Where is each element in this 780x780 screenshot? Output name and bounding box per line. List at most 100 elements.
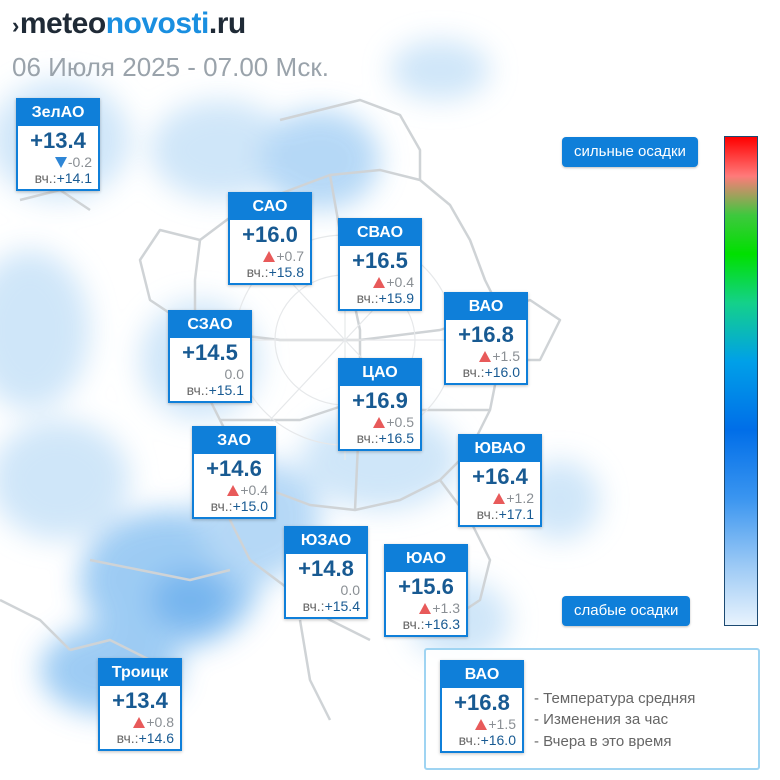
logo-part-domain: .ru xyxy=(208,7,246,40)
district-card: Троицк +13.4 +0.8 вч.:+14.6 xyxy=(98,658,182,751)
district-yesterday-value: +15.1 xyxy=(208,382,244,398)
district-card: ВАО +16.8 +1.5 вч.:+16.0 xyxy=(444,292,528,385)
district-change-value: +1.2 xyxy=(506,490,534,506)
district-name: ЮЗАО xyxy=(286,528,366,554)
trend-up-icon xyxy=(475,719,488,730)
district-yesterday: вч.:+16.3 xyxy=(386,616,466,635)
district-card: ЗелАО +13.4 -0.2 вч.:+14.1 xyxy=(16,98,100,191)
district-yesterday-value: +15.9 xyxy=(378,290,414,306)
district-change: +0.4 xyxy=(340,274,420,290)
district-card: ЦАО +16.9 +0.5 вч.:+16.5 xyxy=(338,358,422,451)
yesterday-label: вч.: xyxy=(356,290,379,306)
district-change: +1.3 xyxy=(386,600,466,616)
district-yesterday: вч.:+14.1 xyxy=(18,170,98,189)
district-yesterday-value: +15.4 xyxy=(324,598,360,614)
district-card: ЗАО +14.6 +0.4 вч.:+15.0 xyxy=(192,426,276,519)
district-change: +1.2 xyxy=(460,490,540,506)
district-change: +1.5 xyxy=(446,348,526,364)
legend-sample-name: ВАО xyxy=(442,662,522,688)
yesterday-label: вч.: xyxy=(210,498,233,514)
district-yesterday-value: +15.8 xyxy=(268,264,304,280)
district-yesterday: вч.:+15.8 xyxy=(230,264,310,283)
district-name: ЮВАО xyxy=(460,436,540,462)
forecast-datetime: 06 Июля 2025 - 07.00 Мск. xyxy=(12,52,330,82)
trend-up-icon xyxy=(227,485,240,496)
yesterday-label: вч.: xyxy=(356,430,379,446)
district-name: ЗелАО xyxy=(18,100,98,126)
district-change-value: +1.3 xyxy=(432,600,460,616)
yesterday-label: вч.: xyxy=(458,732,481,748)
district-card: СЗАО +14.5 0.0 вч.:+15.1 xyxy=(168,310,252,403)
district-name: ЮАО xyxy=(386,546,466,572)
district-yesterday-value: +16.0 xyxy=(484,364,520,380)
yesterday-label: вч.: xyxy=(476,506,499,522)
district-name: Троицк xyxy=(100,660,180,686)
legend-line-change: - Изменения за час xyxy=(534,711,669,728)
district-yesterday: вч.:+15.4 xyxy=(286,598,366,617)
trend-up-icon xyxy=(493,493,506,504)
site-logo: ›meteonovosti.ru xyxy=(12,6,246,44)
district-temp: +16.9 xyxy=(352,388,408,413)
legend-sample-temp: +16.8 xyxy=(454,690,510,715)
yesterday-label: вч.: xyxy=(34,170,57,186)
district-change-value: +0.4 xyxy=(240,482,268,498)
trend-up-icon xyxy=(133,717,146,728)
scale-label-light: слабые осадки xyxy=(562,596,691,626)
legend-sample-change: +1.5 xyxy=(442,716,522,732)
district-card: САО +16.0 +0.7 вч.:+15.8 xyxy=(228,192,312,285)
district-change-value: +0.5 xyxy=(386,414,414,430)
district-change: +0.5 xyxy=(340,414,420,430)
district-card: ЮЗАО +14.8 0.0 вч.:+15.4 xyxy=(284,526,368,619)
precipitation-scale-bar xyxy=(724,136,758,626)
logo-part-meteo: meteo xyxy=(19,7,106,40)
district-temp: +14.8 xyxy=(298,556,354,581)
logo-part-novosti: novosti xyxy=(105,7,210,40)
trend-up-icon xyxy=(263,251,276,262)
district-change-value: 0.0 xyxy=(340,582,360,598)
district-change: +0.8 xyxy=(100,714,180,730)
scale-label-heavy: сильные осадки xyxy=(562,137,698,167)
district-temp: +14.5 xyxy=(182,340,238,365)
district-name: ЦАО xyxy=(340,360,420,386)
district-card: ЮАО +15.6 +1.3 вч.:+16.3 xyxy=(384,544,468,637)
district-temp: +16.0 xyxy=(242,222,298,247)
legend-sample-yesterday-value: +16.0 xyxy=(480,732,516,748)
district-temp: +16.5 xyxy=(352,248,408,273)
district-yesterday: вч.:+17.1 xyxy=(460,506,540,525)
district-change-value: 0.0 xyxy=(224,366,244,382)
district-change: 0.0 xyxy=(170,366,250,382)
district-temp: +14.6 xyxy=(206,456,262,481)
district-yesterday: вч.:+16.5 xyxy=(340,430,420,449)
yesterday-label: вч.: xyxy=(186,382,209,398)
legend-sample-yesterday: вч.:+16.0 xyxy=(442,732,522,751)
legend-sample-card: ВАО +16.8 +1.5 вч.:+16.0 xyxy=(440,660,524,753)
district-yesterday: вч.:+16.0 xyxy=(446,364,526,383)
district-yesterday: вч.:+15.0 xyxy=(194,498,274,517)
district-name: СЗАО xyxy=(170,312,250,338)
yesterday-label: вч.: xyxy=(462,364,485,380)
district-name: ЗАО xyxy=(194,428,274,454)
district-card: ЮВАО +16.4 +1.2 вч.:+17.1 xyxy=(458,434,542,527)
legend-line-yesterday: - Вчера в это время xyxy=(534,733,672,750)
district-yesterday: вч.:+15.1 xyxy=(170,382,250,401)
district-name: СВАО xyxy=(340,220,420,246)
district-yesterday: вч.:+15.9 xyxy=(340,290,420,309)
district-yesterday-value: +16.3 xyxy=(424,616,460,632)
district-yesterday-value: +16.5 xyxy=(378,430,414,446)
legend-sample-change-value: +1.5 xyxy=(488,716,516,732)
trend-up-icon xyxy=(419,603,432,614)
district-yesterday-value: +14.6 xyxy=(138,730,174,746)
logo-mark-icon: › xyxy=(12,13,19,38)
trend-up-icon xyxy=(479,351,492,362)
district-yesterday-value: +17.1 xyxy=(498,506,534,522)
district-temp: +16.4 xyxy=(472,464,528,489)
district-change: +0.7 xyxy=(230,248,310,264)
trend-down-icon xyxy=(54,157,67,168)
district-change-value: +1.5 xyxy=(492,348,520,364)
trend-up-icon xyxy=(373,417,386,428)
district-change-value: -0.2 xyxy=(67,154,92,170)
district-yesterday-value: +15.0 xyxy=(232,498,268,514)
district-change: 0.0 xyxy=(286,582,366,598)
district-temp: +13.4 xyxy=(112,688,168,713)
district-yesterday: вч.:+14.6 xyxy=(100,730,180,749)
